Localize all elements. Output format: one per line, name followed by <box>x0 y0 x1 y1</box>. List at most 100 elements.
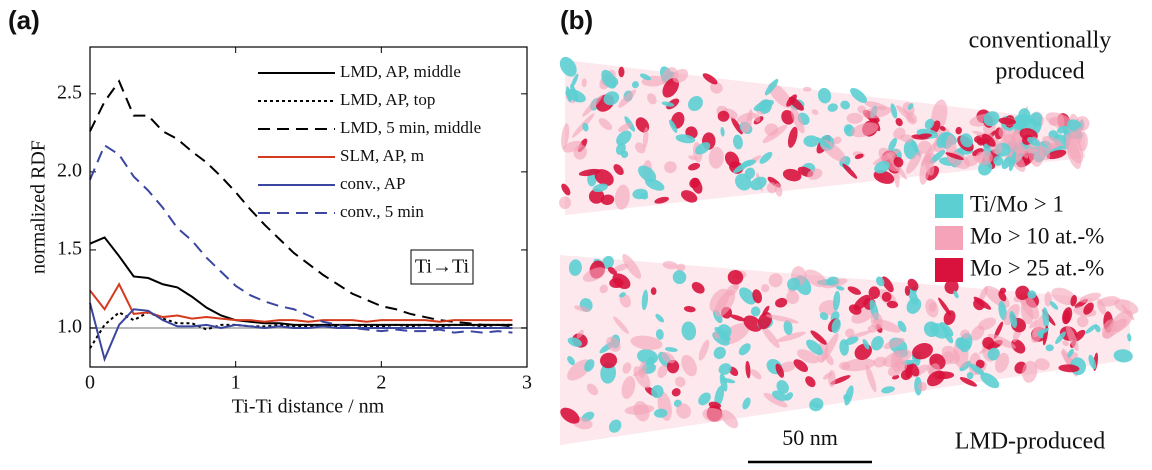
precipitate <box>561 123 570 150</box>
precipitate <box>561 183 571 196</box>
precipitate <box>713 332 721 340</box>
precipitate <box>994 352 1010 373</box>
precipitate <box>559 56 577 77</box>
precipitate <box>661 352 676 364</box>
legend-label: conv., 5 min <box>340 202 424 221</box>
precipitate <box>844 336 859 346</box>
precipitate <box>721 377 736 384</box>
precipitate <box>581 78 587 88</box>
precipitate <box>1027 136 1041 147</box>
precipitate <box>980 372 1000 389</box>
precipitate <box>929 149 946 164</box>
precipitate <box>998 301 1007 321</box>
precipitate <box>930 323 949 339</box>
precipitate <box>729 314 746 322</box>
precipitate <box>1114 299 1139 315</box>
precipitate <box>691 282 705 294</box>
legend-label: Ti/Mo > 1 <box>970 191 1064 216</box>
series-line <box>89 302 513 363</box>
precipitate <box>776 380 789 394</box>
precipitate <box>843 394 851 401</box>
precipitate <box>833 136 842 145</box>
precipitate <box>736 112 756 123</box>
precipitate <box>1022 360 1038 383</box>
precipitate <box>669 119 678 133</box>
precipitate <box>615 142 626 155</box>
precipitate <box>1034 358 1050 371</box>
precipitate <box>803 86 812 92</box>
series-line <box>89 311 513 349</box>
precipitate <box>817 87 832 104</box>
precipitate <box>920 142 937 167</box>
x-axis-label: Ti-Ti distance / nm <box>232 396 385 418</box>
precipitate <box>599 284 609 294</box>
precipitate <box>582 122 589 132</box>
precipitate <box>618 122 633 132</box>
precipitate <box>574 305 591 312</box>
precipitate <box>1083 302 1094 315</box>
precipitate <box>975 359 985 369</box>
precipitate <box>790 106 805 134</box>
precipitate <box>765 314 799 324</box>
precipitate <box>900 134 914 143</box>
precipitate <box>1063 310 1071 324</box>
precipitate <box>708 146 724 169</box>
precipitate <box>1057 125 1068 134</box>
x-tick-label: 3 <box>522 372 532 394</box>
precipitate <box>724 151 740 168</box>
legend-label: LMD, AP, top <box>340 90 435 109</box>
precipitate <box>1066 325 1079 352</box>
precipitate <box>719 373 728 392</box>
precipitate <box>1051 287 1077 306</box>
precipitate <box>614 263 629 272</box>
precipitate <box>567 337 583 347</box>
precipitate <box>960 329 971 339</box>
precipitate <box>1027 290 1037 299</box>
precipitate <box>753 113 761 123</box>
precipitate <box>979 286 988 301</box>
precipitate <box>982 336 995 349</box>
precipitate <box>672 68 689 83</box>
precipitate <box>761 326 780 349</box>
precipitate <box>743 315 762 332</box>
precipitate <box>718 363 732 375</box>
precipitate <box>917 382 927 392</box>
precipitate <box>815 137 832 149</box>
precipitate <box>683 306 696 313</box>
precipitate <box>806 339 824 356</box>
precipitate <box>868 286 880 300</box>
reconstruction-image <box>559 56 1139 445</box>
precipitate <box>881 291 892 302</box>
precipitate <box>882 349 912 367</box>
precipitate <box>810 330 827 345</box>
precipitate <box>600 194 615 206</box>
precipitate <box>881 386 895 394</box>
precipitate <box>1015 285 1030 300</box>
precipitate <box>645 178 665 191</box>
x-tick-label: 2 <box>376 372 386 394</box>
precipitate <box>847 286 861 295</box>
precipitate <box>731 117 743 135</box>
precipitate <box>998 126 1006 138</box>
precipitate <box>960 133 974 148</box>
precipitate <box>1011 339 1026 354</box>
precipitate <box>606 336 621 352</box>
precipitate <box>764 78 779 96</box>
precipitate <box>618 66 625 78</box>
precipitate <box>827 103 838 112</box>
precipitate <box>739 287 756 305</box>
precipitate <box>676 403 692 419</box>
precipitate <box>702 407 725 423</box>
precipitate <box>582 94 603 117</box>
precipitate <box>871 336 884 351</box>
series-line <box>89 282 513 323</box>
precipitate <box>578 168 601 177</box>
precipitate <box>862 338 870 350</box>
precipitate <box>840 100 851 110</box>
precipitate <box>613 164 624 176</box>
precipitate <box>622 362 632 374</box>
precipitate <box>1008 151 1017 172</box>
precipitate <box>904 285 911 296</box>
precipitate <box>676 263 686 272</box>
